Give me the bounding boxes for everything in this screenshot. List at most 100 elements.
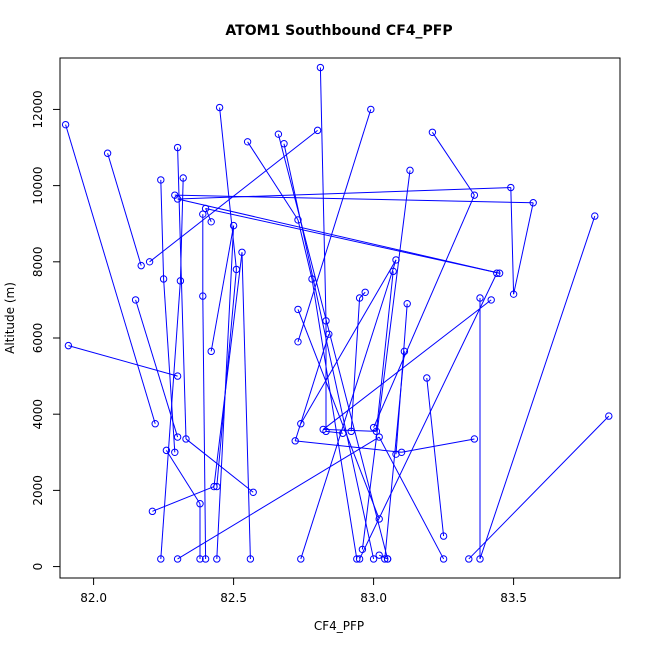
data-point — [232, 265, 241, 274]
data-point — [322, 317, 330, 325]
data-point — [207, 218, 215, 226]
data-point — [201, 555, 210, 563]
series-line-segment — [510, 187, 515, 295]
data-point — [369, 555, 378, 563]
data-point — [213, 482, 221, 491]
y-tick-label: 8000 — [31, 247, 45, 278]
y-tick-label: 4000 — [31, 399, 45, 430]
data-point — [403, 300, 411, 308]
y-tick-label: 12000 — [31, 90, 45, 128]
data-point — [246, 555, 255, 563]
data-point — [381, 555, 389, 563]
y-tick-label: 6000 — [31, 323, 45, 354]
series-line-segment — [174, 194, 534, 204]
data-point — [297, 555, 305, 563]
data-point — [210, 482, 218, 491]
data-point — [316, 63, 325, 72]
data-point — [151, 420, 159, 428]
data-point — [173, 372, 182, 380]
series-line-segment — [294, 334, 330, 442]
data-point — [243, 138, 252, 146]
series-line-segment — [378, 554, 388, 560]
series-line-segment — [431, 132, 475, 196]
data-point — [157, 176, 165, 184]
data-point — [274, 130, 283, 138]
x-axis: 82.0 82.5 83.0 83.5 — [80, 577, 527, 605]
data-point — [375, 515, 383, 523]
series-line-segment — [323, 428, 377, 432]
data-point — [171, 448, 179, 456]
data-point — [476, 555, 484, 563]
data-point — [493, 269, 501, 277]
data-point — [476, 294, 484, 302]
series-lines — [65, 67, 610, 560]
data-point — [229, 221, 238, 230]
series-line-segment — [205, 207, 500, 274]
data-point — [487, 296, 495, 304]
series-line-segment — [205, 208, 212, 223]
y-axis-label: Altitude (m) — [3, 282, 17, 354]
data-point — [313, 126, 322, 135]
series-line-segment — [350, 297, 361, 432]
series-line-segment — [160, 179, 165, 279]
series-line-segment — [479, 215, 596, 560]
series-line-segment — [247, 141, 299, 221]
series-line-segment — [375, 271, 394, 432]
series-line-segment — [219, 107, 237, 270]
series-line-segment — [213, 252, 243, 487]
data-point — [297, 420, 305, 428]
x-tick-label: 82.5 — [220, 591, 247, 605]
data-point — [400, 347, 409, 356]
series-line-segment — [322, 299, 492, 430]
series-line-segment — [149, 129, 318, 263]
series-line-segment — [68, 345, 178, 377]
data-point — [470, 191, 479, 199]
data-point — [392, 256, 400, 264]
data-point — [215, 103, 224, 112]
series-line-segment — [300, 259, 397, 424]
data-point — [375, 551, 383, 559]
data-point — [280, 140, 288, 148]
chart-title: ATOM1 Southbound CF4_PFP — [225, 23, 452, 39]
data-point — [176, 277, 185, 285]
data-point — [199, 210, 207, 218]
data-point — [397, 448, 406, 456]
data-point — [137, 261, 145, 270]
series-line-segment — [468, 415, 610, 560]
series-line-segment — [297, 309, 380, 520]
series-line-segment — [152, 486, 215, 512]
series-line-segment — [319, 67, 327, 321]
data-point — [159, 275, 168, 283]
series-line-segment — [295, 440, 402, 453]
series-line-segment — [283, 143, 375, 560]
data-point — [157, 555, 165, 563]
series-line-segment — [65, 124, 156, 424]
data-point — [196, 555, 204, 563]
data-point — [347, 427, 355, 436]
data-point — [145, 258, 154, 266]
data-point — [207, 347, 215, 356]
data-point — [355, 294, 364, 302]
data-point — [361, 288, 369, 296]
data-point — [383, 555, 392, 563]
series-points — [61, 63, 613, 563]
series-line-segment — [311, 278, 358, 560]
data-point — [294, 216, 302, 224]
data-point — [173, 195, 182, 203]
data-point — [294, 338, 302, 346]
data-point — [131, 296, 140, 304]
data-point — [375, 433, 383, 441]
data-point — [339, 429, 347, 437]
data-point — [529, 199, 537, 207]
data-point — [173, 555, 182, 563]
data-point — [182, 435, 190, 443]
data-point — [103, 149, 112, 157]
data-point — [439, 532, 448, 540]
series-line-segment — [216, 225, 235, 559]
x-tick-label: 83.5 — [500, 591, 527, 605]
data-point — [148, 507, 157, 516]
series-line-segment — [426, 377, 445, 537]
plot-area — [61, 63, 613, 563]
data-point — [249, 488, 257, 496]
series-line-segment — [163, 278, 176, 453]
